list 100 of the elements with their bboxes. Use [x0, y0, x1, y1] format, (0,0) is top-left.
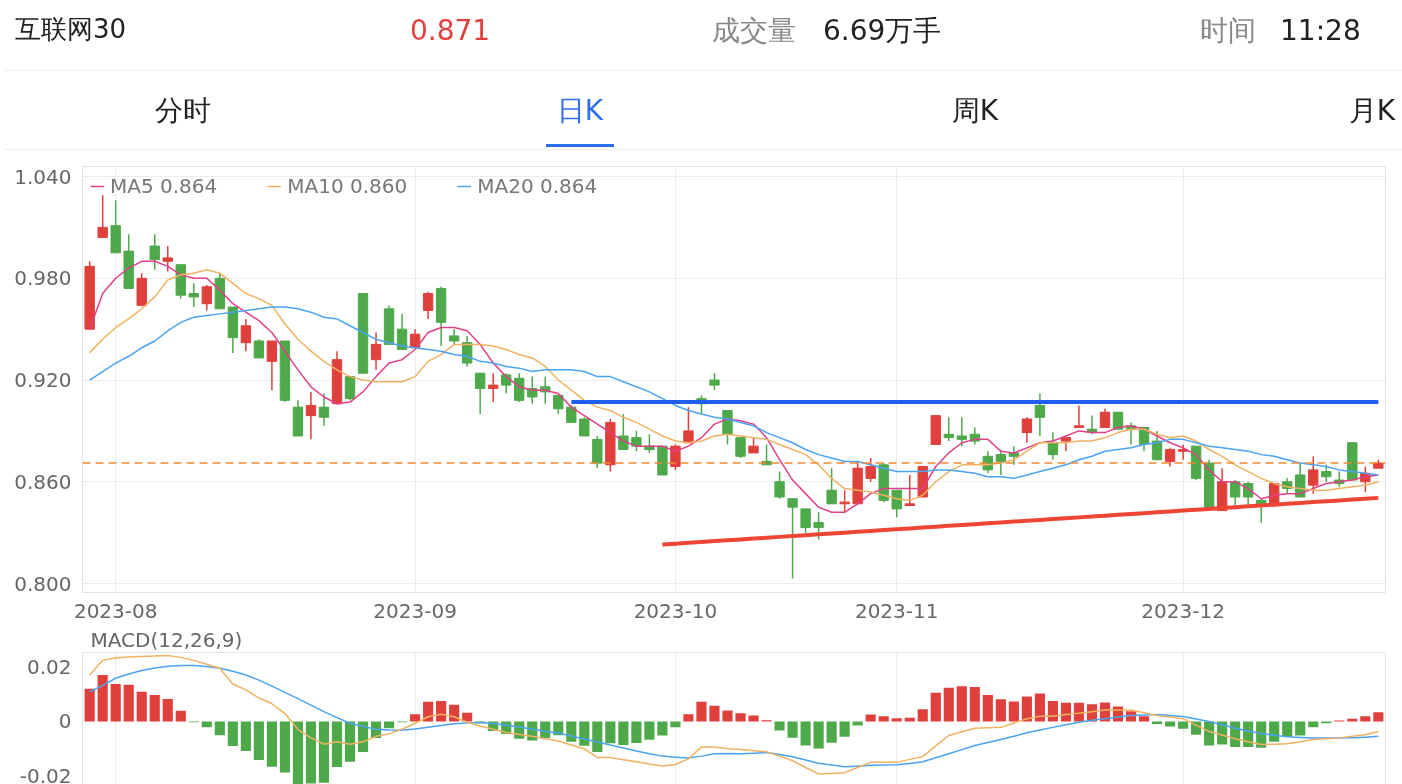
y-tick-label: 0.980	[14, 266, 72, 291]
bar	[1151, 721, 1163, 725]
bar	[214, 721, 225, 736]
legend-label: MA10 0.860	[287, 174, 408, 198]
text: 时间	[1200, 13, 1256, 49]
candlestick	[956, 416, 967, 447]
candlestick	[1034, 392, 1046, 437]
bar	[1373, 712, 1384, 722]
bar	[410, 714, 421, 722]
bar	[1021, 696, 1032, 722]
candlestick	[396, 313, 408, 351]
candlestick	[514, 372, 525, 403]
candlestick	[1308, 455, 1319, 495]
y-tick-label: 0.02	[26, 655, 72, 680]
bar	[605, 721, 616, 744]
candlestick	[826, 467, 837, 505]
bar	[240, 721, 251, 751]
bar	[1164, 721, 1176, 727]
chart-title: 互联网30	[15, 13, 127, 46]
bar	[383, 721, 395, 729]
bar	[84, 688, 95, 722]
candlestick	[592, 435, 603, 469]
bar	[592, 721, 603, 753]
candlestick	[1229, 479, 1241, 507]
bar	[1360, 716, 1371, 722]
bar	[1008, 701, 1019, 722]
bar	[1138, 716, 1150, 722]
bar	[305, 721, 317, 784]
bar	[344, 721, 356, 762]
text: 日K	[556, 93, 604, 129]
y-tick-label: 0	[58, 709, 72, 734]
y-tick-label: 0.920	[14, 368, 72, 393]
candlestick	[553, 394, 564, 415]
bar	[1308, 721, 1319, 728]
text: 11:28	[1280, 13, 1361, 49]
candlestick	[904, 474, 915, 507]
x-tick-label: 2023-12	[1141, 598, 1225, 623]
candlestick	[97, 194, 108, 239]
candlestick	[800, 508, 811, 534]
bar	[618, 721, 629, 745]
bar	[631, 721, 642, 744]
bar	[995, 699, 1006, 722]
bar	[97, 675, 108, 722]
bar	[930, 692, 941, 722]
bar	[787, 721, 798, 738]
text: 月K	[1348, 93, 1396, 129]
bar	[110, 683, 121, 722]
x-tick-label: 2023-08	[73, 598, 158, 623]
bar	[696, 701, 707, 722]
bar	[318, 721, 330, 783]
bar	[136, 691, 147, 722]
bar	[279, 721, 290, 773]
y-tick-label: 0.860	[14, 469, 72, 494]
bar	[813, 721, 824, 749]
bar	[878, 716, 889, 722]
x-tick-label: 2023-11	[854, 598, 939, 623]
candlestick	[839, 489, 850, 514]
bar	[943, 687, 954, 722]
candlestick	[1099, 408, 1111, 429]
candlestick	[305, 391, 317, 441]
bar	[1269, 721, 1280, 742]
candlestick	[240, 318, 252, 352]
bar	[357, 721, 369, 753]
bar	[657, 721, 668, 736]
candlestick	[943, 416, 954, 442]
bar	[644, 721, 655, 740]
text: 成交量	[712, 13, 796, 49]
x-tick-label: 2023-09	[373, 598, 457, 623]
bar	[800, 721, 811, 746]
candlestick	[488, 372, 499, 403]
bar	[774, 721, 785, 731]
text: 6.69万手	[823, 13, 942, 49]
bar	[331, 721, 343, 767]
bar	[969, 686, 980, 722]
bar	[266, 721, 277, 767]
bar	[175, 710, 186, 722]
candlestick	[865, 457, 876, 483]
y-tick-label: -0.02	[19, 763, 72, 784]
bar	[683, 714, 694, 722]
bar	[566, 721, 577, 742]
bar	[227, 721, 238, 747]
bar	[852, 721, 863, 726]
legend-label: MA20 0.864	[477, 174, 598, 198]
bar	[982, 695, 993, 722]
candlestick	[253, 338, 265, 359]
bar	[748, 715, 759, 722]
y-tick-label: 1.040	[14, 164, 72, 189]
bar	[149, 695, 160, 722]
bar	[123, 684, 134, 722]
candlestick	[266, 340, 278, 391]
candlestick	[422, 291, 434, 320]
text: 分时	[155, 93, 211, 129]
candlestick	[1021, 416, 1033, 444]
candlestick	[1151, 430, 1163, 461]
bar	[839, 721, 850, 737]
candlestick	[579, 416, 590, 437]
candlestick	[370, 331, 382, 371]
candlestick	[1164, 447, 1176, 468]
bar	[891, 718, 902, 722]
candlestick	[774, 470, 785, 500]
